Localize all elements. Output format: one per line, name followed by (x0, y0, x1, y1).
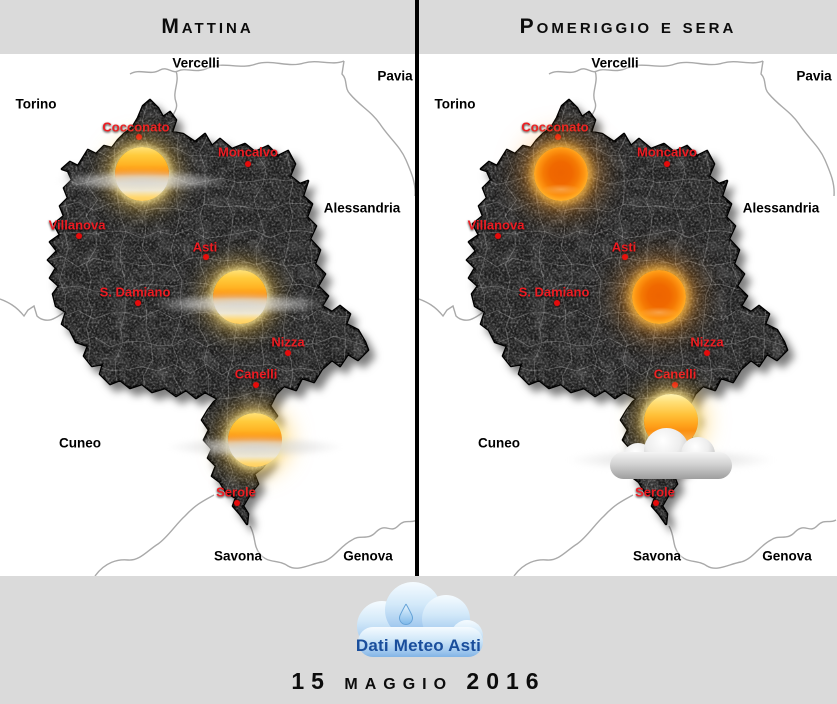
water-drop-icon (398, 603, 413, 625)
panel-title-morning: Mattina (0, 0, 415, 54)
city-label-alessandria: Alessandria (323, 200, 401, 216)
town-label-s-damiano: S. Damiano (518, 284, 590, 300)
panel-divider (415, 0, 419, 576)
town-dot-moncalvo (664, 161, 670, 167)
town-dot-asti (203, 254, 209, 260)
city-label-genova: Genova (343, 548, 393, 564)
town-label-asti: Asti (192, 239, 218, 255)
map-panel-morning: Vercelli Pavia Torino Alessandria Cuneo Savon… (0, 54, 415, 576)
panel-title-afternoon: Pomeriggio e sera (419, 0, 837, 54)
city-label-cuneo: Cuneo (478, 435, 520, 451)
city-label-genova: Genova (762, 548, 812, 564)
town-dot-canelli (672, 382, 678, 388)
town-label-moncalvo: Moncalvo (218, 144, 278, 160)
town-label-asti: Asti (611, 239, 637, 255)
town-label-cocconato: Cocconato (102, 119, 170, 135)
city-label-savona: Savona (213, 548, 263, 564)
town-label-serole: Serole (216, 484, 256, 500)
date-text: 15 maggio 2016 (291, 668, 546, 694)
town-label-canelli: Canelli (653, 366, 697, 382)
neighbor-borders (419, 60, 837, 576)
logo-text: Dati Meteo Asti (355, 636, 482, 655)
town-label-cocconato: Cocconato (521, 119, 589, 135)
logo-cloud-icon (356, 582, 483, 657)
province-map (0, 60, 415, 576)
town-label-nizza: Nizza (271, 334, 305, 350)
province-map (419, 60, 837, 576)
town-label-canelli: Canelli (234, 366, 278, 382)
map-panel-afternoon-evening: Vercelli Pavia Torino Alessandria Cuneo Savon… (419, 54, 837, 576)
city-label-savona: Savona (632, 548, 682, 564)
town-label-serole: Serole (635, 484, 675, 500)
city-label-vercelli: Vercelli (172, 55, 220, 71)
asti-province-shape (46, 98, 370, 526)
town-label-nizza: Nizza (690, 334, 724, 350)
city-label-alessandria: Alessandria (742, 200, 820, 216)
town-dot-villanova (495, 233, 501, 239)
city-label-pavia: Pavia (377, 68, 413, 84)
town-dot-nizza (704, 350, 710, 356)
town-dot-asti (622, 254, 628, 260)
town-dot-serole (234, 500, 240, 506)
town-dot-cocconato (136, 134, 142, 140)
neighbor-borders (0, 60, 415, 576)
city-label-torino: Torino (434, 96, 476, 112)
city-label-cuneo: Cuneo (59, 435, 101, 451)
town-dot-serole (653, 500, 659, 506)
town-dot-s-damiano (135, 300, 141, 306)
town-dot-moncalvo (245, 161, 251, 167)
town-label-villanova: Villanova (48, 217, 106, 233)
town-dot-villanova (76, 233, 82, 239)
town-dot-nizza (285, 350, 291, 356)
town-dot-canelli (253, 382, 259, 388)
city-label-torino: Torino (15, 96, 57, 112)
town-label-moncalvo: Moncalvo (637, 144, 697, 160)
dati-meteo-asti-logo: Dati Meteo Asti (344, 582, 494, 664)
town-dot-cocconato (555, 134, 561, 140)
asti-province-shape (465, 98, 789, 526)
city-label-pavia: Pavia (796, 68, 832, 84)
footer-bar: Dati Meteo Asti 15 maggio 2016 (0, 576, 837, 704)
city-label-vercelli: Vercelli (591, 55, 639, 71)
town-label-villanova: Villanova (467, 217, 525, 233)
town-label-s-damiano: S. Damiano (99, 284, 171, 300)
town-dot-s-damiano (554, 300, 560, 306)
